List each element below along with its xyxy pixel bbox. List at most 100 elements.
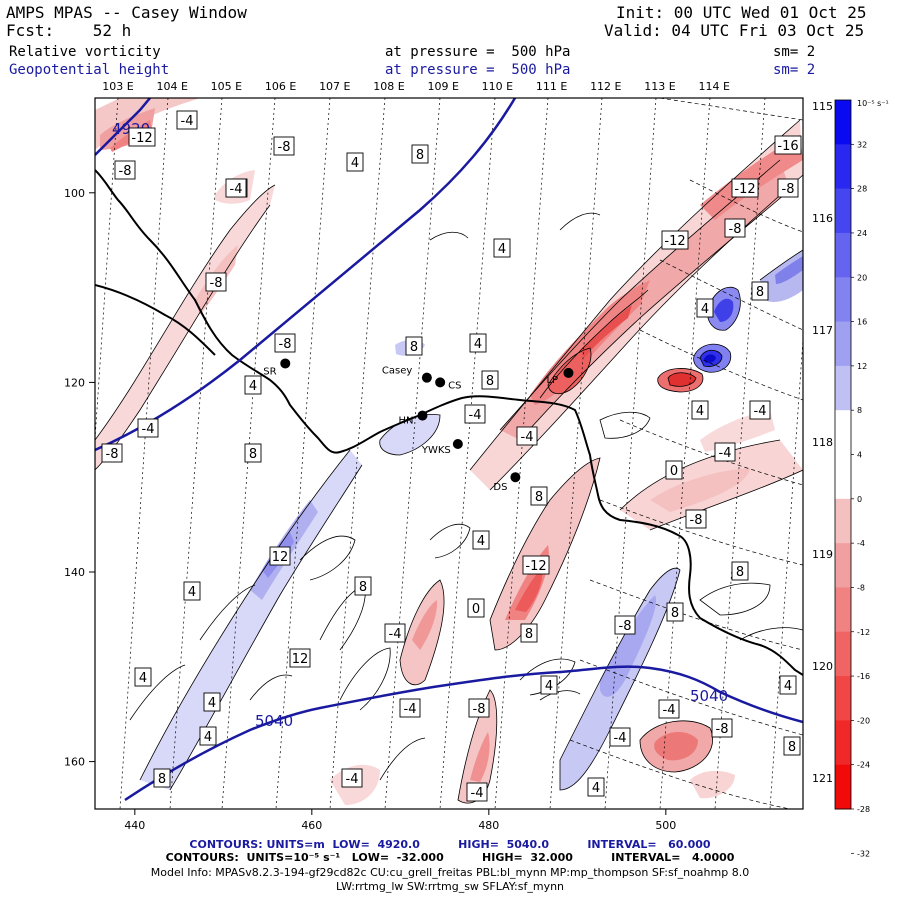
svg-text:-12: -12 [131, 131, 152, 146]
svg-text:4: 4 [696, 404, 704, 419]
colorbar-swatch [835, 764, 851, 810]
svg-text:4: 4 [188, 585, 196, 600]
svg-text:-4: -4 [614, 731, 627, 746]
station-label-ywks: YWKS [421, 445, 451, 456]
contour-label: -8 [273, 136, 295, 156]
svg-text:4: 4 [545, 679, 553, 694]
contour-label: -4 [225, 178, 247, 198]
svg-text:-4: -4 [404, 702, 417, 717]
colorbar-swatch [835, 100, 851, 145]
contour-label: 4 [346, 152, 364, 172]
colorbar-label: -4 [857, 539, 865, 548]
colorbar-label: 20 [857, 273, 867, 282]
svg-text:-4: -4 [754, 404, 767, 419]
svg-text:8: 8 [249, 447, 257, 462]
contour-label: 8 [520, 623, 538, 643]
lon-label-top-0: 103 E [102, 80, 133, 93]
svg-text:-8: -8 [119, 164, 132, 179]
field1-name: Relative vorticity [9, 44, 161, 60]
field2-name: Geopotential height [9, 62, 170, 78]
colorbar-unit: 10⁻⁵ s⁻¹ [857, 99, 889, 108]
lon-label-top-1: 104 E [156, 80, 187, 93]
height-label-5040-left: 5040 [255, 712, 293, 730]
field2-smooth: sm= 2 [773, 62, 816, 78]
svg-text:-8: -8 [210, 276, 223, 291]
contour-label: 4 [493, 238, 511, 258]
y-tick-label-120: 120 [64, 376, 85, 389]
contour-label: -4 [399, 698, 421, 718]
colorbar-swatch [835, 277, 851, 323]
colorbar-label: 0 [857, 495, 862, 504]
colorbar-label: -20 [857, 716, 870, 725]
svg-text:4: 4 [477, 534, 485, 549]
colorbar-label: 28 [857, 185, 867, 194]
y-tick-label-100: 100 [64, 187, 85, 200]
svg-text:-4: -4 [181, 114, 194, 129]
svg-text:-8: -8 [279, 337, 292, 352]
colorbar-swatch [835, 232, 851, 278]
svg-text:-8: -8 [106, 447, 119, 462]
svg-text:-8: -8 [729, 222, 742, 237]
contour-label: -16 [774, 135, 802, 155]
colorbar-label: 12 [857, 362, 867, 371]
footer-height-contours: CONTOURS: UNITS=m LOW= 4920.0 HIGH= 5040… [189, 838, 711, 851]
contour-label: -12 [661, 230, 689, 250]
svg-text:-4: -4 [230, 182, 243, 197]
geopotential-height-contours [95, 98, 803, 802]
colorbar-label: 32 [857, 140, 867, 149]
station-label-lp: LP [546, 375, 558, 386]
x-tick-label-500: 500 [655, 819, 676, 832]
colorbar-label: 16 [857, 318, 867, 327]
colorbar-swatch [835, 720, 851, 766]
colorbar-swatch [835, 543, 851, 588]
contour-label: 0 [665, 460, 683, 480]
contour-label: 4 [540, 675, 558, 695]
contour-label: -8 [274, 333, 296, 353]
contour-label: 0 [467, 598, 485, 618]
svg-text:8: 8 [359, 580, 367, 595]
colorbar-label: -12 [857, 628, 870, 637]
contour-label: -8 [711, 718, 733, 738]
svg-text:-4: -4 [346, 772, 359, 787]
plot-frame [94, 97, 804, 810]
contour-value-labels: -4 -12 -8 -4 -8 4 8 -4 -8 4 8 -8 -16 -12 -12 -8 -8 8 4 4 8 4 8… [101, 110, 802, 802]
lon-label-top-8: 111 E [536, 80, 567, 93]
colorbar-swatch [835, 498, 851, 544]
lon-label-top-4: 107 E [319, 80, 350, 93]
longitude-labels-top: 103 E 104 E 105 E 106 E 107 E 108 E 109 E 110 E… [102, 80, 730, 93]
svg-text:4: 4 [474, 337, 482, 352]
contour-label: -8 [205, 272, 227, 292]
colorbar-label: 24 [857, 229, 867, 238]
contour-label: 4 [134, 667, 152, 687]
contour-label: 8 [153, 768, 171, 788]
svg-text:8: 8 [486, 374, 494, 389]
contour-label: 4 [779, 675, 797, 695]
svg-text:-4: -4 [471, 786, 484, 801]
svg-text:-4: -4 [719, 446, 732, 461]
svg-text:-4: -4 [142, 422, 155, 437]
station-label-sr: SR [263, 366, 276, 377]
contour-label: 4 [696, 298, 714, 318]
station-marker-hn [417, 410, 428, 421]
contour-label: -4 [516, 426, 538, 446]
svg-text:-4: -4 [521, 430, 534, 445]
svg-text:4: 4 [592, 781, 600, 796]
lon-label-top-11: 114 E [698, 80, 729, 93]
station-label-hn: HN [398, 416, 413, 427]
station-label-cs: CS [448, 380, 461, 391]
contour-label: 12 [289, 648, 311, 668]
svg-text:-4: -4 [663, 703, 676, 718]
contour-label: -4 [749, 400, 771, 420]
lon-label-top-7: 110 E [482, 80, 513, 93]
lon-label-top-6: 109 E [427, 80, 458, 93]
svg-text:-8: -8 [690, 513, 703, 528]
contour-label: -12 [522, 555, 550, 575]
contour-label: -12 [128, 127, 156, 147]
contour-label: -8 [114, 160, 136, 180]
contour-label: -4 [137, 418, 159, 438]
contour-label: 8 [354, 576, 372, 596]
colorbar: 32 28 24 20 16 12 8 4 0 -4 -8 -12 -16 -20 -24 -28 -32 [834, 99, 870, 858]
station-marker-cs [435, 377, 446, 388]
contour-label: -4 [466, 782, 488, 802]
colorbar-label: -28 [857, 805, 870, 814]
